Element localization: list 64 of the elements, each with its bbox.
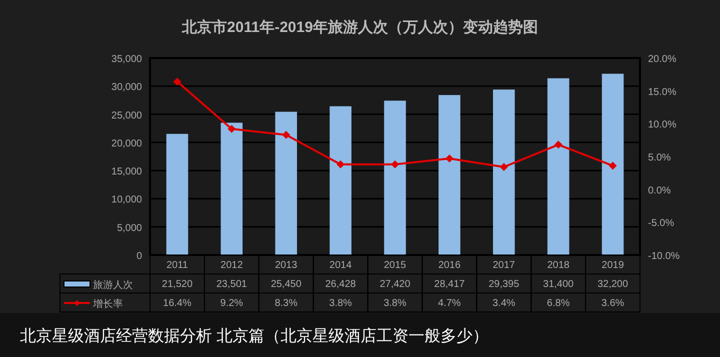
data-label: 3.8% [384,298,407,309]
data-label: 4.7% [438,298,461,309]
y2-tick-label: -5.0% [648,218,674,230]
point [336,160,345,168]
y-tick-label: 0 [136,251,142,262]
data-label: 27,420 [380,279,411,290]
bar [438,95,460,255]
data-label: 3.4% [492,298,516,309]
point [445,154,454,162]
x-tick-label: 2011 [166,260,188,271]
y2-tick-label: 20.0% [648,54,676,65]
data-label: 25,450 [270,279,302,290]
y-tick-label: 25,000 [111,110,142,122]
y-tick-label: 5,000 [116,222,142,234]
x-tick-label: 2013 [274,260,298,271]
bar [547,78,570,255]
bar [330,106,352,255]
bar [384,100,406,255]
point [391,160,399,168]
point [500,163,508,172]
point [173,78,182,86]
y2-tick-label: 10.0% [648,120,676,131]
chart-title: 北京市2011年-2019年旅游人次（万人次）变动趋势图 [181,18,538,36]
y-tick-label: 20,000 [111,138,142,150]
data-label: 8.3% [274,298,298,309]
data-label: 3.6% [601,298,624,309]
point [608,162,617,170]
y2-tick-label: 0.0% [648,185,671,196]
bar [493,90,515,255]
x-tick-label: 2012 [220,260,244,271]
data-label: 3.8% [329,298,352,309]
y2-tick-label: 5.0% [648,152,671,164]
x-tick-label: 2016 [438,260,462,271]
data-label: 28,417 [434,279,466,290]
data-label: 23,501 [216,279,248,290]
y-tick-label: 10,000 [111,194,142,206]
data-label: 31,400 [543,279,574,290]
data-label: 9.2% [220,298,244,309]
point [554,140,562,149]
x-tick-label: 2019 [602,260,624,271]
legend-label: 旅游人次 [93,279,133,291]
data-label: 6.8% [546,298,570,309]
point [228,124,236,133]
y-tick-label: 15,000 [111,166,142,178]
bar [166,134,188,255]
point [282,130,290,139]
y-tick-label: 30,000 [111,82,142,94]
bar [602,74,624,255]
data-label: 29,395 [488,279,520,290]
y-tick-label: 35,000 [111,54,142,65]
data-label: 21,520 [162,279,193,290]
bar [220,122,243,255]
x-tick-label: 2017 [492,260,516,271]
x-tick-label: 2018 [547,260,570,271]
data-label: 16.4% [163,298,192,309]
text: 北京星级酒店经营数据分析 北京篇（北京星级酒店工资一般多少） [20,327,488,345]
bar [275,112,297,255]
legend-label: 增长率 [92,298,123,310]
data-label: 32,200 [597,279,629,290]
x-tick-label: 2015 [384,260,407,271]
y2-tick-label: -10.0% [648,251,680,262]
x-tick-label: 2014 [329,260,352,271]
y2-tick-label: 15.0% [648,86,676,98]
data-label: 26,428 [325,279,356,290]
